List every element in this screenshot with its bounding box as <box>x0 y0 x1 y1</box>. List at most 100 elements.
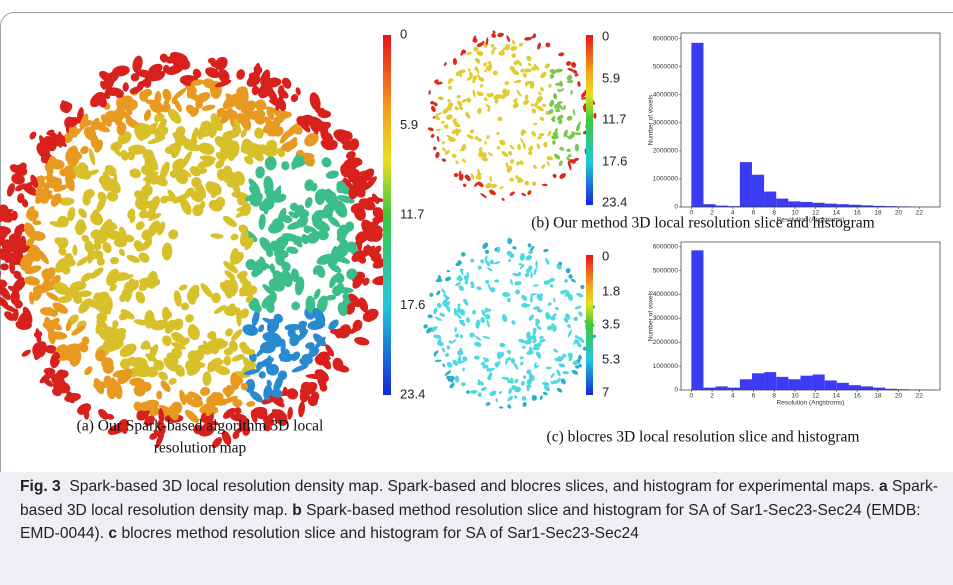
density-blob <box>458 106 464 111</box>
density-blob <box>533 63 540 71</box>
density-blob <box>578 311 583 317</box>
density-blob <box>7 285 20 293</box>
histogram-bar <box>861 205 874 207</box>
x-tick-label: 22 <box>916 393 924 400</box>
density-blob <box>223 407 236 419</box>
density-blob <box>504 44 511 48</box>
density-blob <box>180 302 190 311</box>
density-blob <box>566 156 570 161</box>
density-blob <box>499 186 504 190</box>
density-blob <box>78 290 92 298</box>
density-blob <box>300 389 311 402</box>
density-blob <box>434 115 440 121</box>
density-blob <box>494 98 499 104</box>
density-blob <box>501 314 508 323</box>
histogram-bar <box>824 380 837 390</box>
density-blob <box>437 96 444 101</box>
density-blob <box>522 375 527 379</box>
density-blob <box>486 135 490 140</box>
colorbar-tick-label: 5.3 <box>602 351 620 366</box>
density-blob <box>474 57 478 62</box>
density-blob <box>198 142 215 155</box>
caption-text: blocres method resolution slice and hist… <box>121 525 639 543</box>
density-blob <box>552 173 557 178</box>
density-blob <box>216 107 227 118</box>
y-tick-label: 6000000 <box>653 35 679 42</box>
density-blob <box>593 112 597 119</box>
x-tick-label: 2 <box>710 210 714 217</box>
histogram-bar <box>800 201 813 207</box>
density-blob <box>477 138 482 142</box>
density-blob <box>112 320 119 328</box>
histogram-bar <box>885 388 898 390</box>
density-blob <box>517 177 522 184</box>
density-blob <box>548 109 554 115</box>
density-blob <box>540 71 547 79</box>
density-blob <box>461 144 467 152</box>
histogram-bar <box>861 386 874 390</box>
density-blob <box>531 130 536 137</box>
density-blob <box>239 308 250 319</box>
density-blob <box>305 342 315 349</box>
density-blob <box>324 132 334 146</box>
density-blob <box>279 129 291 144</box>
density-blob <box>227 140 240 159</box>
density-blob <box>190 79 205 86</box>
histogram-bar <box>739 162 752 207</box>
density-blob <box>231 329 243 342</box>
density-blob <box>240 383 249 391</box>
histogram-bar <box>751 373 765 390</box>
y-axis-label: Number of voxels <box>648 290 655 341</box>
density-blob <box>444 353 450 357</box>
density-blob <box>245 294 254 303</box>
density-blob <box>473 38 478 43</box>
density-blob <box>84 366 93 376</box>
density-blob <box>201 104 216 111</box>
density-blob <box>545 311 551 320</box>
density-blob <box>90 95 100 105</box>
density-blob <box>535 351 542 359</box>
density-blob <box>542 381 550 386</box>
density-blob <box>436 290 441 296</box>
density-blob <box>281 233 300 242</box>
density-blob <box>470 281 475 286</box>
density-blob <box>510 158 515 164</box>
density-blob <box>171 87 187 101</box>
density-blob <box>456 277 464 281</box>
density-blob <box>262 331 282 344</box>
density-blob <box>210 61 219 68</box>
density-blob <box>74 223 87 233</box>
density-blob <box>71 325 86 336</box>
density-blob <box>469 71 473 79</box>
density-blob <box>431 326 438 333</box>
density-blob <box>558 355 565 362</box>
density-blob <box>446 269 451 273</box>
density-blob <box>487 61 492 65</box>
density-blob <box>0 284 11 300</box>
density-blob <box>222 98 233 110</box>
density-blob <box>23 276 40 286</box>
density-blob <box>543 248 549 253</box>
histogram-bar <box>715 205 728 207</box>
density-blob <box>436 135 440 142</box>
density-blob <box>24 265 42 275</box>
density-blob <box>559 146 563 150</box>
caption-text: Spark-based 3D local resolution density … <box>20 478 938 519</box>
density-blob <box>295 87 301 96</box>
density-blob <box>454 375 460 383</box>
density-blob <box>251 309 260 327</box>
density-blob <box>527 243 532 248</box>
histogram-bar <box>812 374 825 390</box>
density-blob <box>272 216 289 224</box>
density-blob <box>461 382 466 387</box>
density-blob <box>580 284 585 290</box>
density-blob <box>430 101 435 105</box>
density-blob <box>533 267 537 276</box>
density-blob <box>222 215 237 228</box>
density-blob <box>513 60 518 66</box>
density-blob <box>303 225 312 234</box>
density-blob <box>106 191 119 202</box>
density-blob <box>565 268 571 274</box>
density-blob <box>570 278 576 283</box>
density-blob <box>231 354 245 362</box>
